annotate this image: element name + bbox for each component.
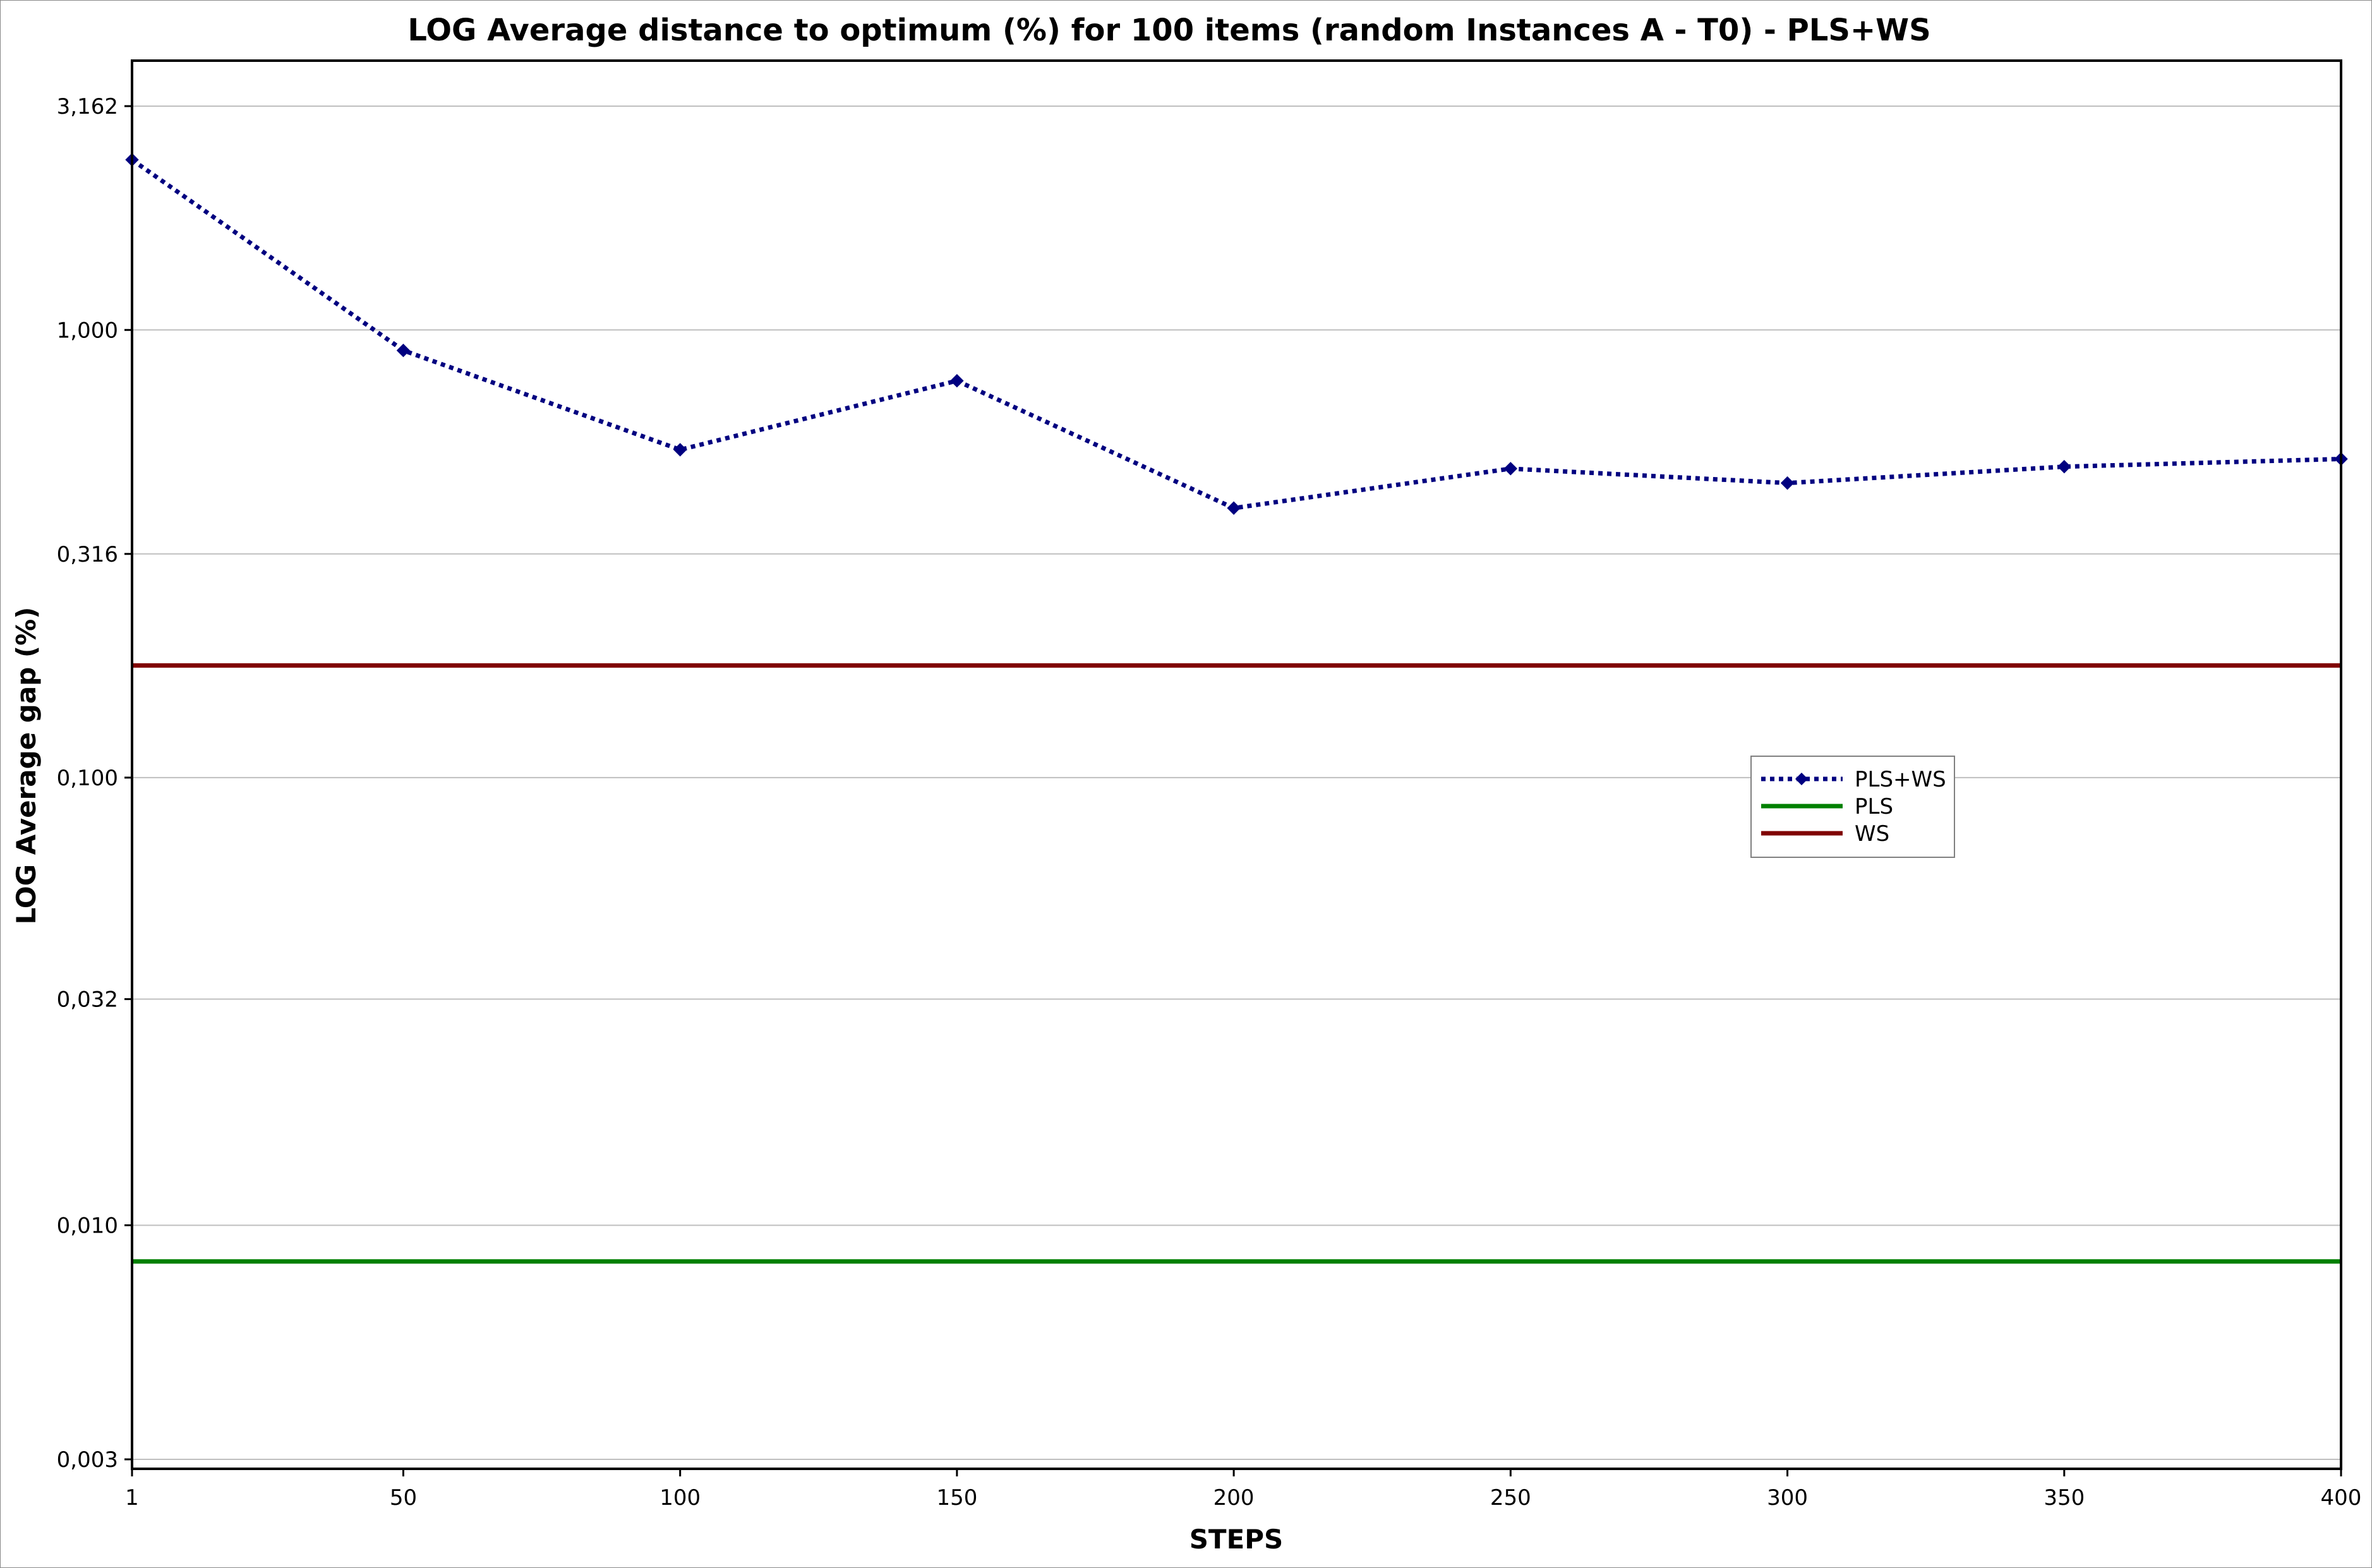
x-tick-label: 100 — [659, 1485, 701, 1511]
data-point-marker — [950, 374, 964, 388]
x-tick-label: 250 — [1490, 1485, 1531, 1511]
x-tick-label: 50 — [390, 1485, 417, 1511]
y-tick-label: 3,162 — [57, 94, 118, 119]
data-point-marker — [1780, 476, 1795, 490]
series-layer — [125, 153, 2348, 1264]
data-point-marker — [1503, 462, 1518, 476]
data-point-marker — [396, 343, 411, 358]
y-tick-label: 0,032 — [57, 987, 118, 1013]
x-tick-label: 350 — [2044, 1485, 2085, 1511]
y-tick-label: 0,316 — [57, 542, 118, 567]
x-tick-label: 200 — [1213, 1485, 1255, 1511]
y-tick-label: 0,010 — [57, 1213, 118, 1238]
y-tick-label: 0,100 — [57, 766, 118, 791]
data-point-marker — [673, 443, 687, 457]
y-axis-label: LOG Average gap (%) — [11, 607, 42, 925]
plot-area — [131, 59, 2342, 1470]
y-axis-ticks: 3,162 1,000 0,316 0,100 0,032 0,010 0,003 — [57, 94, 132, 1473]
chart-title: LOG Average distance to optimum (%) for … — [407, 13, 1930, 48]
data-point-marker — [2057, 459, 2071, 474]
legend-marker — [1795, 773, 1808, 785]
x-tick-label: 400 — [2321, 1485, 2362, 1511]
legend-label: WS — [1855, 821, 1889, 847]
legend-label: PLS+WS — [1855, 767, 1946, 792]
x-axis-label: STEPS — [1189, 1524, 1284, 1555]
gridlines — [132, 106, 2341, 1460]
x-tick-label: 300 — [1767, 1485, 1808, 1511]
y-tick-label: 1,000 — [57, 318, 118, 343]
legend-label: PLS — [1855, 794, 1893, 819]
x-tick-label: 1 — [125, 1485, 139, 1511]
series-line-pls-ws — [130, 158, 2342, 510]
x-tick-label: 150 — [936, 1485, 977, 1511]
x-axis-ticks: 1 50 100 150 200 250 300 350 400 — [125, 1469, 2361, 1511]
y-tick-label: 0,003 — [57, 1447, 118, 1473]
data-point-marker — [1227, 501, 1241, 515]
